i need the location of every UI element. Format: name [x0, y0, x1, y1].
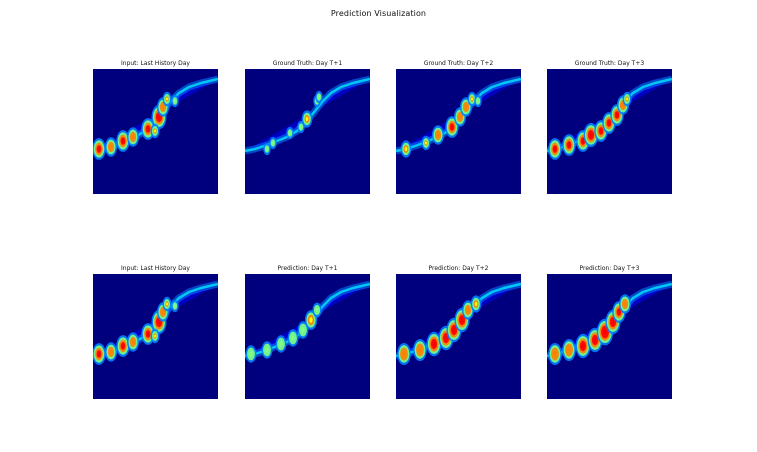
- panel-title: Input: Last History Day: [121, 60, 190, 67]
- panel-input-top: Input: Last History Day: [93, 60, 218, 194]
- panel-prediction-t1: Prediction: Day T+1: [245, 265, 370, 399]
- panel-ground-truth-t2: Ground Truth: Day T+2: [396, 60, 521, 194]
- panel-title: Prediction: Day T+3: [579, 265, 640, 272]
- panel-title: Prediction: Day T+1: [277, 265, 338, 272]
- panel-title: Ground Truth: Day T+1: [272, 60, 343, 67]
- figure-title: Prediction Visualization: [330, 9, 427, 18]
- panel-title: Prediction: Day T+2: [428, 265, 489, 272]
- panel-title: Ground Truth: Day T+2: [423, 60, 494, 67]
- heatmap-image: [245, 69, 370, 194]
- heatmap-image: [396, 69, 521, 194]
- heatmap-image: [93, 69, 218, 194]
- heatmap-image: [245, 274, 370, 399]
- panel-input-bottom: Input: Last History Day: [93, 265, 218, 399]
- panel-prediction-t3: Prediction: Day T+3: [547, 265, 672, 399]
- panel-ground-truth-t3: Ground Truth: Day T+3: [547, 60, 672, 194]
- panel-ground-truth-t1: Ground Truth: Day T+1: [245, 60, 370, 194]
- heatmap-image: [396, 274, 521, 399]
- heatmap-image: [547, 274, 672, 399]
- panel-title: Ground Truth: Day T+3: [574, 60, 645, 67]
- heatmap-image: [547, 69, 672, 194]
- panel-prediction-t2: Prediction: Day T+2: [396, 265, 521, 399]
- panel-title: Input: Last History Day: [121, 265, 190, 272]
- heatmap-image: [93, 274, 218, 399]
